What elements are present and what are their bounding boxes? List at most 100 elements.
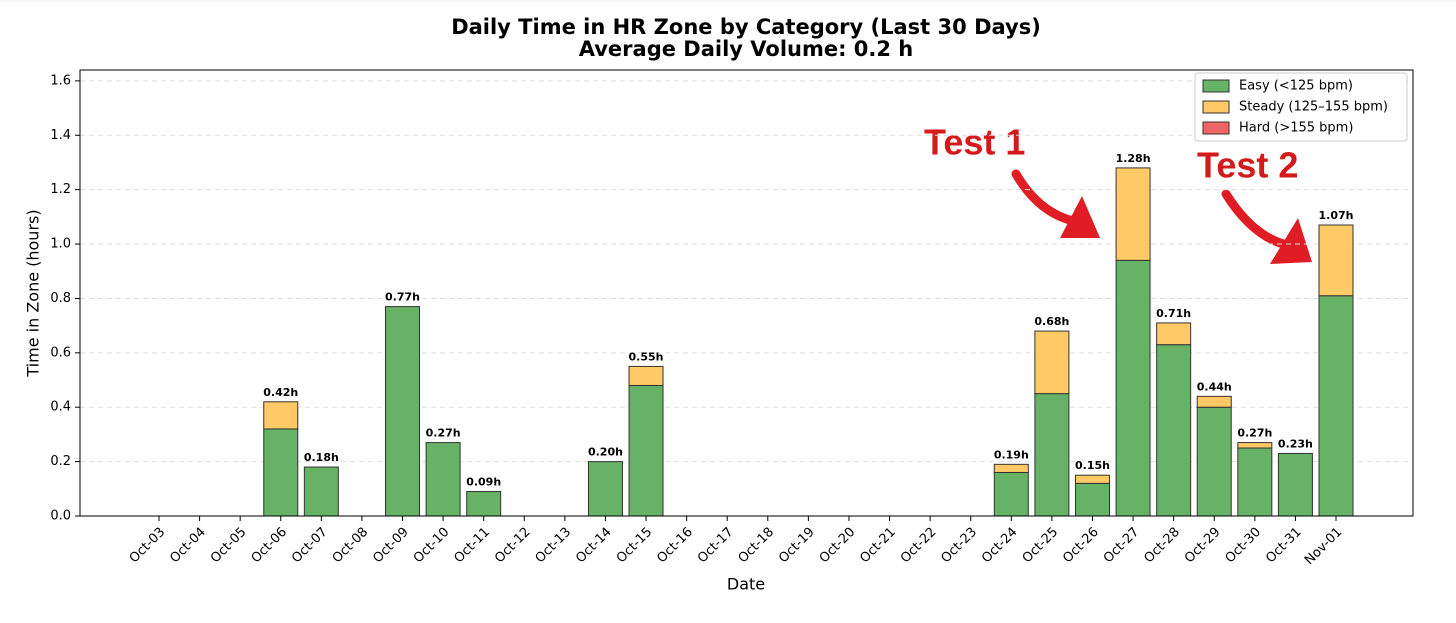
x-tick-label: Oct-08 xyxy=(330,525,372,567)
bar-segment xyxy=(466,491,502,517)
value-label: 1.28h xyxy=(1116,152,1151,165)
legend-box xyxy=(1194,72,1408,142)
x-tick-label: Oct-13 xyxy=(533,525,575,567)
x-tick-label: Oct-28 xyxy=(1141,525,1183,567)
bar-segment xyxy=(993,471,1029,517)
x-tick-label: Nov-01 xyxy=(1302,525,1345,568)
bar-segment xyxy=(1074,482,1110,517)
x-tick-label: Oct-29 xyxy=(1182,525,1224,567)
x-axis-label: Date xyxy=(727,575,765,594)
x-tick-label: Oct-15 xyxy=(614,525,656,567)
x-tick-label: Oct-09 xyxy=(370,525,412,567)
bar-segment xyxy=(1196,406,1232,517)
value-label: 1.07h xyxy=(1319,209,1354,222)
bar-segment xyxy=(1196,395,1232,408)
chart-subtitle: Average Daily Volume: 0.2 h xyxy=(579,37,914,61)
y-tick-label: 1.4 xyxy=(50,128,71,143)
legend: Easy (<125 bpm) Steady (125–155 bpm) Hard … xyxy=(1194,72,1408,142)
y-tick-label: 0.4 xyxy=(50,400,71,415)
value-label: 0.15h xyxy=(1075,459,1110,472)
legend-label: Steady (125–155 bpm) xyxy=(1239,100,1388,115)
x-tick-label: Oct-30 xyxy=(1223,525,1265,567)
x-tick-label: Oct-22 xyxy=(898,525,940,567)
value-label: 0.20h xyxy=(588,446,623,459)
value-label: 0.19h xyxy=(994,448,1029,461)
bar-segment xyxy=(1156,322,1192,346)
bar-segment xyxy=(1034,393,1070,517)
bar-segment xyxy=(1277,452,1313,517)
annotation: Test 1 xyxy=(924,122,1025,163)
value-label: 0.71h xyxy=(1156,307,1191,320)
legend-label: Hard (>155 bpm) xyxy=(1239,121,1353,136)
plot-frame xyxy=(79,69,1414,517)
arrow xyxy=(1011,169,1083,227)
x-tick-label: Oct-19 xyxy=(776,525,818,567)
arrow xyxy=(1221,189,1297,251)
y-tick-label: 0.6 xyxy=(50,345,71,360)
bar-segment xyxy=(303,466,339,517)
arrowhead xyxy=(1060,196,1100,238)
y-tick-label: 0.0 xyxy=(50,509,71,524)
bar-segment xyxy=(1115,259,1151,517)
chart-title: Daily Time in HR Zone by Category (Last … xyxy=(451,15,1041,39)
x-tick-label: Oct-20 xyxy=(817,525,859,567)
bar-segment xyxy=(1237,447,1273,517)
value-label: 0.27h xyxy=(426,427,461,440)
bar-segment xyxy=(1074,474,1110,484)
legend-swatch xyxy=(1202,79,1230,93)
y-tick-label: 1.2 xyxy=(50,182,71,197)
value-label: 0.77h xyxy=(385,291,420,304)
x-tick-label: Oct-27 xyxy=(1101,525,1143,567)
value-label: 0.09h xyxy=(466,476,501,489)
bar-segment xyxy=(628,365,664,386)
x-tick-label: Oct-23 xyxy=(939,525,981,567)
y-tick-label: 0.2 xyxy=(50,454,71,469)
value-label: 0.42h xyxy=(263,386,298,399)
x-tick-label: Oct-10 xyxy=(411,525,453,567)
value-label: 0.18h xyxy=(304,451,339,464)
x-tick-label: Oct-31 xyxy=(1263,525,1305,567)
x-tick-label: Oct-25 xyxy=(1020,525,1062,567)
x-tick-label: Oct-18 xyxy=(736,525,778,567)
x-tick-label: Oct-12 xyxy=(492,525,534,567)
x-tick-label: Oct-11 xyxy=(451,525,493,567)
x-tick-label: Oct-26 xyxy=(1060,525,1102,567)
x-tick-label: Oct-07 xyxy=(289,525,331,567)
y-axis-label: Time in Zone (hours) xyxy=(24,209,43,377)
value-label: 0.68h xyxy=(1034,315,1069,328)
value-label: 0.44h xyxy=(1197,380,1232,393)
x-tick-label: Oct-14 xyxy=(573,525,615,567)
legend-swatch xyxy=(1202,121,1230,135)
annotation: Test 2 xyxy=(1197,145,1298,186)
bar-segment xyxy=(263,428,299,517)
x-tick-label: Oct-17 xyxy=(695,525,737,567)
bar-segment xyxy=(1115,167,1151,261)
legend-label: Easy (<125 bpm) xyxy=(1239,79,1353,94)
y-tick-label: 1.6 xyxy=(50,73,71,88)
x-tick-label: Oct-16 xyxy=(654,525,696,567)
x-tick-label: Oct-04 xyxy=(167,525,209,567)
arrowhead xyxy=(1270,218,1312,264)
bar-segment xyxy=(587,461,623,517)
bar-segment xyxy=(1318,295,1354,517)
x-tick-label: Oct-06 xyxy=(249,525,291,567)
bar-segment xyxy=(425,442,461,517)
bar-segment xyxy=(1318,224,1354,297)
x-tick-label: Oct-05 xyxy=(208,525,250,567)
bar-segment xyxy=(1237,442,1273,449)
bar-segment xyxy=(628,384,664,517)
value-label: 0.23h xyxy=(1278,437,1313,450)
y-tick-label: 1.0 xyxy=(50,237,71,252)
legend-swatch xyxy=(1202,100,1230,114)
x-tick-label: Oct-03 xyxy=(127,525,169,567)
bar-segment xyxy=(263,401,299,430)
x-tick-label: Oct-24 xyxy=(979,525,1021,567)
annotation-arrows xyxy=(1011,169,1312,264)
y-tick-label: 0.8 xyxy=(50,291,71,306)
value-label: 0.27h xyxy=(1237,427,1272,440)
bar-segment xyxy=(993,463,1029,473)
value-label: 0.55h xyxy=(629,350,664,363)
bar-segment xyxy=(1034,330,1070,395)
x-tick-label: Oct-21 xyxy=(857,525,899,567)
